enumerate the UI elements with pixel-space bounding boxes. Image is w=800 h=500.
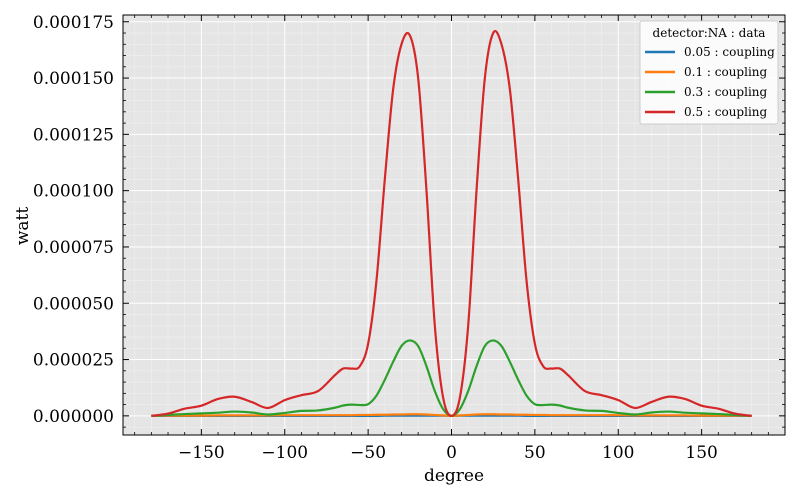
y-tick-label: 0.000000 — [33, 407, 114, 427]
y-tick-label: 0.000125 — [33, 125, 114, 145]
x-tick-label: 100 — [602, 443, 634, 463]
legend-entry-label: 0.05 : coupling — [684, 45, 775, 59]
x-tick-label: −150 — [178, 443, 225, 463]
y-tick-label: 0.000075 — [33, 238, 114, 258]
x-tick-label: 0 — [446, 443, 457, 463]
legend: detector:NA : data 0.05 : coupling 0.1 : … — [639, 20, 779, 125]
x-axis-label: degree — [424, 466, 484, 486]
legend-entry-label: 0.1 : coupling — [684, 65, 768, 79]
x-tick-label: −100 — [261, 443, 308, 463]
y-axis-label: watt — [13, 207, 33, 246]
x-tick-labels: −150 −100 −50 0 50 100 150 — [178, 443, 718, 463]
y-tick-label: 0.000175 — [33, 13, 114, 33]
series-line-4 — [151, 29, 752, 417]
legend-box — [639, 20, 779, 125]
legend-title: detector:NA : data — [653, 26, 766, 40]
legend-entry-label: 0.5 : coupling — [684, 105, 768, 119]
x-tick-label: 150 — [685, 443, 717, 463]
grid-lines — [123, 15, 785, 435]
legend-entry-label: 0.3 : coupling — [684, 85, 768, 99]
y-tick-label: 0.000150 — [33, 69, 114, 89]
y-tick-label: 0.000025 — [33, 351, 114, 371]
x-tick-label: −50 — [350, 443, 386, 463]
y-tick-label: 0.000100 — [33, 182, 114, 202]
plot-frame — [122, 14, 786, 436]
series-lines — [151, 29, 752, 417]
x-tick-label: 50 — [524, 443, 546, 463]
y-tick-label: 0.000050 — [33, 294, 114, 314]
y-tick-labels: 0.000000 0.000025 0.000050 0.000075 0.000100… — [33, 13, 114, 427]
axis-ticks — [123, 15, 785, 435]
